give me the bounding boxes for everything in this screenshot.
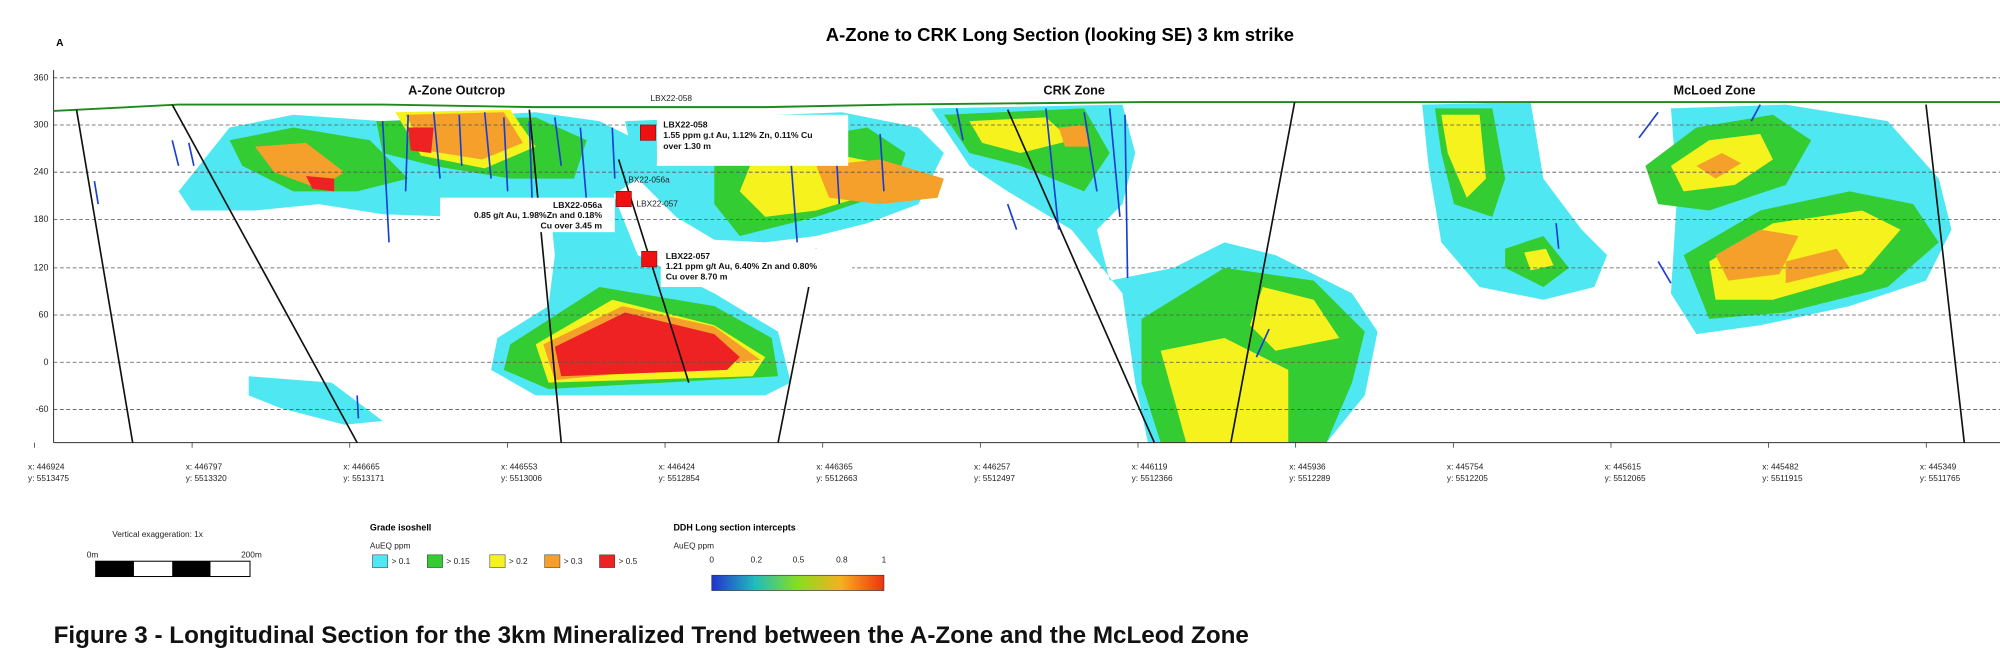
legend-item: > 0.2 [509,556,528,566]
y-label: 240 [34,167,49,177]
coordinate-x: x: 445482 [1762,461,1799,471]
legend-text: Vertical exaggeration: 1x [112,529,204,539]
callout-hole: LBX22-058 [663,120,707,130]
coordinate-x: x: 446119 [1132,461,1168,471]
coordinate-x: x: 446924 [28,461,65,471]
y-label: 180 [34,214,49,224]
coordinate-x: x: 445936 [1289,461,1326,471]
callout-hole: LBX22-056a [553,200,602,210]
scale-legend: Vertical exaggeration: 1x 0m 200m [87,529,262,578]
y-label: 120 [34,262,49,272]
callout-text: 1.21 ppm g/t Au, 6.40% Zn and 0.80% [666,261,818,271]
y-label: 300 [34,120,49,130]
legend-title: DDH Long section intercepts [673,523,795,533]
coordinate-x: x: 446665 [343,461,380,471]
callout-text: Cu over 3.45 m [540,220,602,230]
zone-label: CRK Zone [1043,82,1105,97]
callout-text: 1.55 ppm g.t Au, 1.12% Zn, 0.11% Cu [663,130,812,140]
coordinate-y: y: 5512497 [974,473,1015,483]
hole-labels: LBX22-058 LBX22-056a LBX22-057 [624,93,693,209]
coordinate-y: y: 5513320 [186,473,227,483]
coordinate-x: x: 445349 [1920,461,1957,471]
legend-tick: 0.2 [751,554,763,564]
y-label: 360 [34,72,49,82]
legend-text: 0m [87,549,99,559]
coordinate-x: x: 446553 [501,461,538,471]
coordinate-x: x: 445754 [1447,461,1484,471]
coordinate-y: y: 5512205 [1447,473,1488,483]
coordinates: x: 446924 y: 5513475 x: 446797 y: 5513320 x:… [28,442,1961,483]
zone-labels: A-Zone Outcrop CRK Zone McLoed Zone [408,82,1755,97]
legend-item: > 0.3 [564,556,583,566]
topography [53,101,2000,112]
y-label: 60 [39,310,49,320]
legend-tick: 0 [709,554,714,564]
coordinate-y: y: 5513475 [28,473,69,483]
hole-label: LBX22-058 [651,93,693,103]
title: A-Zone to CRK Long Section (looking SE) … [826,24,1294,45]
callout-hole: LBX22-057 [666,251,710,261]
coordinate-x: x: 446365 [816,461,853,471]
isoshell-legend: Grade isoshell AuEQ ppm > 0.1 > 0.15 > 0… [370,523,638,568]
callout-text: over 1.30 m [663,141,711,151]
callout-text: 0.85 g/t Au, 1.98%Zn and 0.18% [474,210,602,220]
intercept-legend: DDH Long section intercepts AuEQ ppm 0 0… [673,523,887,591]
hole-label: LBX22-057 [636,199,678,209]
caption: Figure 3 - Longitudinal Section for the … [54,622,1249,649]
panel-label: A [56,38,64,49]
legend-text: 200m [241,549,262,559]
coordinate-y: y: 5512854 [659,473,700,483]
callout: LBX22-058 1.55 ppm g.t Au, 1.12% Zn, 0.1… [639,114,849,166]
legend-text: AuEQ ppm [673,540,714,550]
coordinate-y: y: 5512663 [816,473,857,483]
coordinate-y: y: 5513006 [501,473,542,483]
coordinate-y: y: 5511915 [1762,473,1803,483]
callout: LBX22-057 1.21 ppm g/t Au, 6.40% Zn and … [641,248,853,287]
legend-tick: 0.8 [836,554,848,564]
hole-label: LBX22-056a [624,174,670,184]
isoshells [178,102,1952,443]
legend-item: > 0.1 [392,556,411,566]
coordinate-x: x: 446257 [974,461,1011,471]
y-axis-labels: 360 300 240 180 120 60 0 -60 [34,72,49,414]
legend-tick: 1 [882,554,887,564]
coordinate-x: x: 446797 [186,461,223,471]
y-label: -60 [36,404,49,414]
y-label: 0 [44,357,49,367]
grid [53,70,2000,444]
coordinate-x: x: 446424 [659,461,696,471]
legend-text: AuEQ ppm [370,540,411,550]
coordinate-y: y: 5512065 [1605,473,1646,483]
zone-label: A-Zone Outcrop [408,82,505,97]
coordinate-y: y: 5513171 [343,473,384,483]
legend-tick: 0.5 [793,554,805,564]
callout-text: Cu over 8.70 m [666,271,728,281]
zone-label: McLoed Zone [1673,82,1755,97]
callout: LBX22-056a 0.85 g/t Au, 1.98%Zn and 0.18… [440,191,632,233]
coordinate-y: y: 5511765 [1920,473,1961,483]
legend-item: > 0.5 [619,556,638,566]
coordinate-y: y: 5512289 [1289,473,1330,483]
coordinate-x: x: 445615 [1605,461,1642,471]
legend-item: > 0.15 [446,556,470,566]
legend-title: Grade isoshell [370,523,431,533]
coordinate-y: y: 5512366 [1132,473,1173,483]
